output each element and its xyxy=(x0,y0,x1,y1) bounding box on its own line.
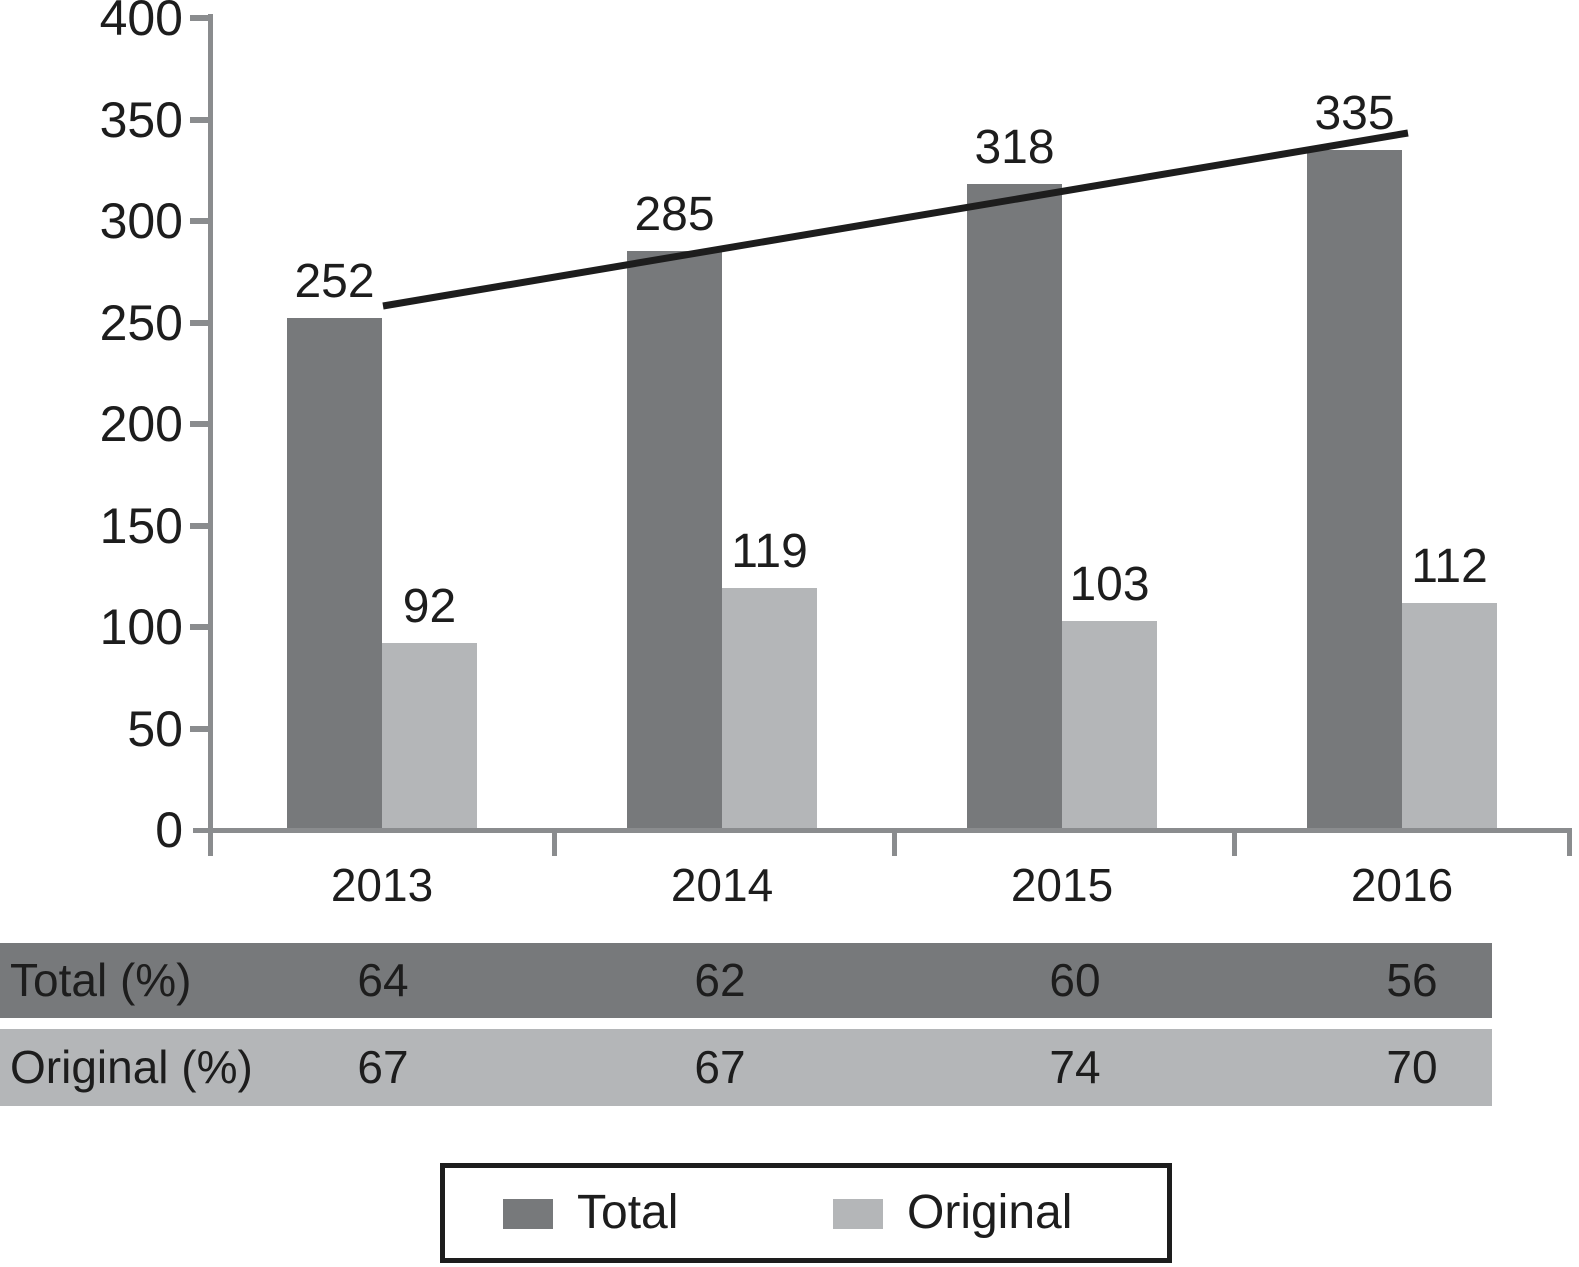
y-axis-tick xyxy=(190,523,209,529)
table-row-total-pct: Total (%) 64 62 60 56 xyxy=(0,943,1492,1018)
y-axis-tick-label: 200 xyxy=(99,396,183,452)
legend: Total Original xyxy=(440,1163,1172,1263)
bar-total-2014 xyxy=(627,251,722,832)
x-axis-label-2013: 2013 xyxy=(330,859,434,911)
bar-value-label: 112 xyxy=(1411,540,1488,593)
y-axis-tick xyxy=(190,320,209,326)
x-axis-tick xyxy=(1232,828,1237,856)
table-cell: 74 xyxy=(1049,1041,1101,1093)
table-cell: 62 xyxy=(694,954,746,1006)
y-axis-tick xyxy=(190,726,209,732)
table-cell: 56 xyxy=(1386,954,1438,1006)
y-axis-tick-label: 350 xyxy=(99,92,183,148)
bar-total-2013 xyxy=(287,318,382,832)
y-axis-tick-label: 300 xyxy=(99,193,183,249)
plot-area: 252 92 285 119 318 103 335 112 400 350 300 250 200 1… xyxy=(99,0,1572,911)
bar-value-label: 119 xyxy=(731,525,808,578)
y-axis-tick-label: 400 xyxy=(99,0,183,46)
legend-label-original: Original xyxy=(907,1186,1073,1239)
bar-original-2015 xyxy=(1062,621,1157,832)
trend-line xyxy=(382,129,1409,310)
table-cell: 67 xyxy=(694,1041,746,1093)
x-axis-label-2015: 2015 xyxy=(1010,859,1114,911)
table-cell: 64 xyxy=(357,954,409,1006)
table-cell: 60 xyxy=(1049,954,1101,1006)
x-axis-tick xyxy=(552,828,557,856)
legend-swatch-total-icon xyxy=(503,1199,553,1229)
legend-swatch-original-icon xyxy=(833,1199,883,1229)
y-axis-tick xyxy=(190,421,209,427)
y-axis-tick xyxy=(190,15,209,21)
legend-label-total: Total xyxy=(577,1186,679,1239)
y-axis-line xyxy=(208,14,213,856)
bar-total-2015 xyxy=(967,184,1062,832)
x-axis-label-2014: 2014 xyxy=(670,859,774,911)
table-row-original-pct: Original (%) 67 67 74 70 xyxy=(0,1029,1492,1106)
bar-value-label: 335 xyxy=(1314,87,1395,140)
bar-value-label: 285 xyxy=(634,188,715,241)
table-row-label: Original (%) xyxy=(10,1041,253,1093)
y-axis-tick-label: 0 xyxy=(155,802,183,858)
bar-original-2016 xyxy=(1402,603,1497,832)
x-axis-line xyxy=(193,828,1572,833)
table-cell: 67 xyxy=(357,1041,409,1093)
x-axis-tick xyxy=(892,828,897,856)
bar-original-2013 xyxy=(382,643,477,832)
bar-value-label: 92 xyxy=(402,580,457,633)
y-axis-tick xyxy=(190,117,209,123)
y-axis-tick-label: 150 xyxy=(99,498,183,554)
bar-total-2016 xyxy=(1307,150,1402,832)
x-axis-tick xyxy=(1567,828,1572,856)
table-cell: 70 xyxy=(1386,1041,1438,1093)
bar-value-label: 103 xyxy=(1069,558,1150,611)
x-axis-label-2016: 2016 xyxy=(1350,859,1454,911)
y-axis-tick-label: 100 xyxy=(99,599,183,655)
y-axis-tick-label: 50 xyxy=(127,701,183,757)
y-axis-tick xyxy=(190,218,209,224)
y-axis-tick xyxy=(190,624,209,630)
bar-value-label: 252 xyxy=(294,255,375,308)
bar-value-label: 318 xyxy=(974,121,1055,174)
y-axis-tick-label: 250 xyxy=(99,295,183,351)
table-row-label: Total (%) xyxy=(10,954,192,1006)
bar-original-2014 xyxy=(722,588,817,832)
